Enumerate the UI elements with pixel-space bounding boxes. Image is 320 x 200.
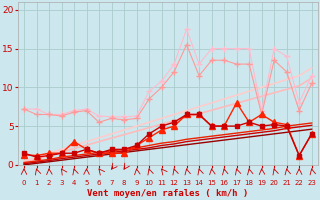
X-axis label: Vent moyen/en rafales ( km/h ): Vent moyen/en rafales ( km/h ): [87, 189, 248, 198]
